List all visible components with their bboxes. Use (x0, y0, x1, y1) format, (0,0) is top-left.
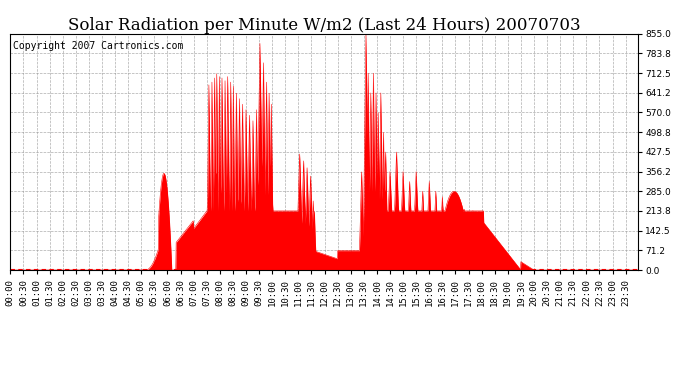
Text: Copyright 2007 Cartronics.com: Copyright 2007 Cartronics.com (14, 41, 184, 51)
Title: Solar Radiation per Minute W/m2 (Last 24 Hours) 20070703: Solar Radiation per Minute W/m2 (Last 24… (68, 16, 580, 34)
